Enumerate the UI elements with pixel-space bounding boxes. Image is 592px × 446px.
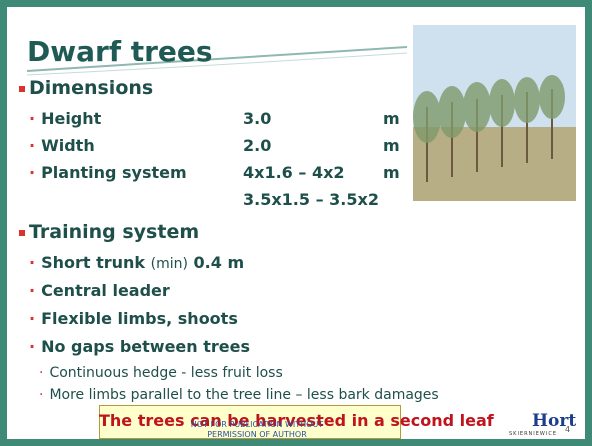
item: Short trunk (min) 0.4 m bbox=[29, 253, 244, 272]
row-unit: m bbox=[383, 136, 400, 155]
row-value: 4x1.6 – 4x2 bbox=[243, 163, 345, 182]
photo bbox=[413, 25, 576, 201]
item-label: Short trunk bbox=[41, 253, 145, 272]
row-unit: m bbox=[383, 163, 400, 182]
watermark-line: NOT FOR PUBLICATION WITHOUT bbox=[157, 420, 357, 430]
page-number: 4 bbox=[565, 425, 570, 434]
subitem: More limbs parallel to the tree line – l… bbox=[39, 387, 439, 403]
logo-place: SKIERNIEWICE bbox=[509, 431, 557, 437]
subitem: Continuous hedge - less fruit loss bbox=[39, 365, 283, 381]
row-value: 2.0 bbox=[243, 136, 271, 155]
row-label: Planting system bbox=[29, 163, 187, 182]
item-value: 0.4 m bbox=[194, 253, 245, 272]
slide: Dwarf trees Dimensions Height 3.0 m Widt… bbox=[0, 0, 592, 446]
heading: Dimensions bbox=[19, 77, 153, 99]
row-extra: 3.5x1.5 – 3.5x2 bbox=[243, 190, 379, 209]
item: Flexible limbs, shoots bbox=[29, 309, 238, 328]
item: No gaps between trees bbox=[29, 337, 250, 356]
row-label: Height bbox=[29, 109, 101, 128]
row-value: 3.0 bbox=[243, 109, 271, 128]
row-label: Width bbox=[29, 136, 95, 155]
title: Dwarf trees bbox=[27, 35, 213, 68]
item: Central leader bbox=[29, 281, 170, 300]
row-unit: m bbox=[383, 109, 400, 128]
heading: Training system bbox=[19, 221, 199, 243]
qualifier: (min) bbox=[151, 256, 188, 272]
watermark-line: PERMISSION OF AUTHOR bbox=[157, 430, 357, 440]
